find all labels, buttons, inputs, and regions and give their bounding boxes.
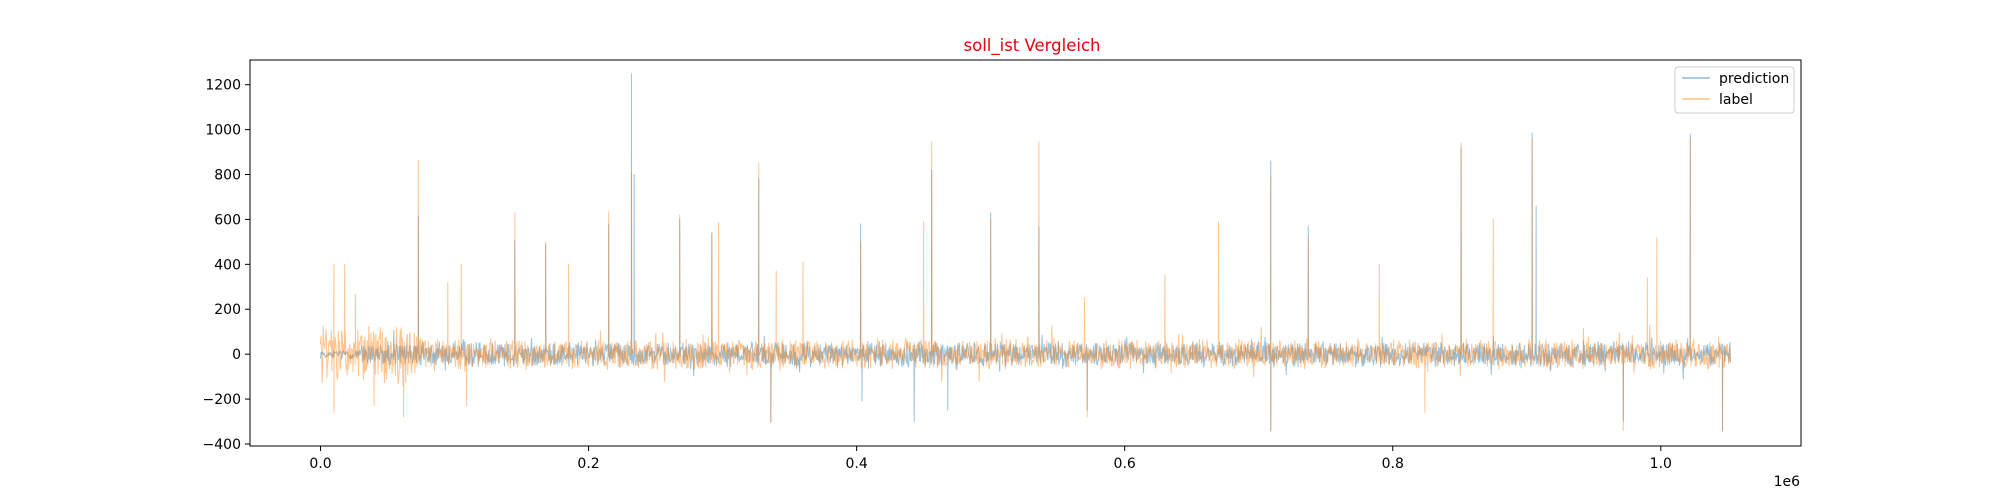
x-axis-offset-text: 1e6: [1774, 474, 1801, 490]
y-tick-label: 400: [214, 257, 241, 273]
y-tick-label: 600: [214, 212, 241, 228]
axes-frame: [249, 59, 1802, 447]
y-tick-label: 1200: [205, 78, 241, 94]
y-tick-label: 0: [232, 347, 241, 363]
x-tick-label: 0.6: [1114, 456, 1136, 472]
y-tick-label: 800: [214, 168, 241, 184]
legend: prediction label: [1674, 66, 1795, 114]
y-tick-label: 1000: [205, 123, 241, 139]
y-axis: −400 −200 0 200 400 600 800 1000 1200: [203, 78, 250, 453]
x-tick-label: 0.2: [577, 456, 599, 472]
y-tick-label: 200: [214, 302, 241, 318]
legend-label-label: label: [1719, 92, 1753, 108]
series-line-label: [320, 136, 1731, 433]
x-tick-label: 0.4: [845, 456, 867, 472]
legend-label-prediction: prediction: [1719, 71, 1789, 87]
x-tick-label: 0.8: [1382, 456, 1404, 472]
series-layer: [320, 73, 1731, 433]
series-line-prediction: [320, 73, 1731, 432]
x-axis: 0.0 0.2 0.4 0.6 0.8 1.0: [309, 446, 1672, 472]
x-tick-label: 0.0: [309, 456, 331, 472]
x-tick-label: 1.0: [1650, 456, 1672, 472]
y-tick-label: −400: [203, 437, 241, 453]
y-tick-label: −200: [203, 392, 241, 408]
chart-title: soll_ist Vergleich: [964, 36, 1101, 56]
